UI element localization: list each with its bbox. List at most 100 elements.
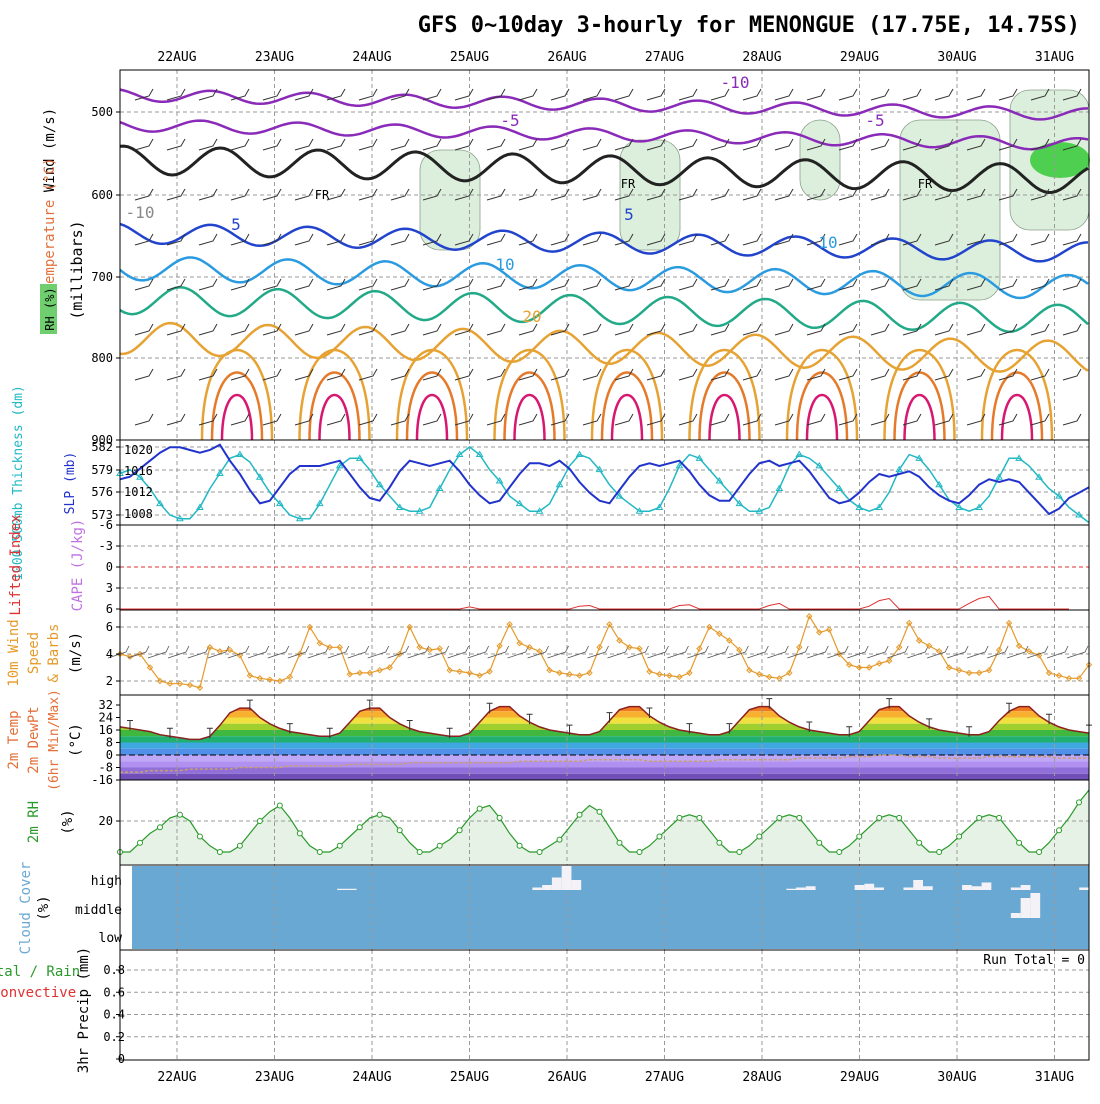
wind-barb — [198, 138, 218, 151]
ylabel-minmax: (6hr Min/Max) — [47, 689, 62, 791]
wind-speed-point — [975, 669, 983, 677]
wind-barb — [230, 413, 250, 426]
wind-barb-10m — [307, 645, 330, 659]
wind-barb — [390, 323, 410, 336]
temp-contour-30 — [600, 371, 654, 441]
rh-point — [256, 818, 263, 824]
rh-point — [376, 811, 383, 818]
wind-barb — [166, 278, 186, 291]
temp-contour-25 — [493, 348, 566, 441]
wind-barb-10m — [787, 645, 809, 659]
wind-barb — [742, 188, 762, 201]
wind-barb — [390, 233, 410, 246]
wind-barb — [262, 413, 282, 426]
wind-barb — [774, 188, 794, 201]
minmax-errorbar — [206, 727, 213, 739]
wind-speed-point — [456, 668, 463, 675]
wind-speed-point — [426, 646, 433, 654]
wind-barb-10m — [227, 645, 250, 659]
wind-barb — [870, 88, 890, 101]
axis-tick-label: 576 — [91, 485, 113, 499]
wind-barb — [742, 368, 762, 381]
wind-speed-point — [146, 664, 154, 671]
wind-barb — [1062, 368, 1082, 381]
wind-barb — [646, 188, 666, 201]
wind-speed-point — [186, 681, 194, 689]
wind-barb — [902, 188, 922, 201]
rh-point — [896, 814, 903, 821]
rh-legend-swatch — [40, 284, 57, 334]
wind-barb — [550, 188, 570, 201]
wind-barb — [838, 233, 858, 246]
wind-barb-10m — [467, 645, 489, 659]
cloud-high-bar — [346, 888, 357, 890]
wind-speed-point — [266, 676, 274, 683]
cloud-high-bar — [1010, 887, 1021, 890]
contour-label: -10 — [721, 73, 750, 92]
wind-barb-10m — [707, 645, 729, 659]
wind-barb — [422, 233, 442, 246]
wind-barb — [774, 278, 794, 291]
wind-barb-10m — [767, 645, 789, 659]
wind-barb — [902, 413, 922, 426]
temp-contour-25 — [785, 348, 859, 441]
wind-barb — [230, 368, 250, 381]
rh-point — [1076, 799, 1083, 806]
temp-contour-25 — [395, 348, 469, 441]
axis-tick-label: 579 — [91, 463, 113, 477]
wind-barb — [326, 138, 346, 151]
wind-barb — [838, 278, 858, 291]
wind-speed-point — [676, 673, 683, 681]
cloud-high-bar — [962, 885, 972, 890]
wind-barb — [134, 233, 154, 246]
wind-barb — [806, 368, 826, 381]
wind-speed-point — [626, 644, 633, 651]
ylabel-2m-dewpt: 2m DewPt — [26, 706, 42, 773]
cloud-high-bar — [854, 885, 865, 890]
wind-barb-10m — [147, 645, 170, 659]
wind-speed-point — [176, 680, 184, 687]
wind-barb — [710, 138, 730, 151]
wind-barb — [998, 368, 1018, 381]
wind-barb — [582, 278, 602, 291]
wind-barb — [454, 138, 474, 151]
wind-barb — [230, 233, 250, 246]
rh-point — [456, 827, 463, 834]
wind-speed-point — [985, 666, 993, 674]
temp-contour-30 — [990, 371, 1044, 441]
thickness-point — [555, 480, 564, 488]
wind-speed-point — [126, 653, 134, 660]
rh-point — [296, 830, 303, 837]
slp-line — [119, 443, 1090, 516]
temp-contour-25 — [298, 348, 371, 441]
wind-barb — [998, 413, 1018, 426]
wind-barb — [454, 188, 474, 201]
rh-point — [676, 814, 683, 821]
wind-speed-point — [406, 623, 413, 631]
wind-barb — [486, 188, 506, 201]
date-label-bottom: 30AUG — [937, 1070, 976, 1085]
wind-barb — [486, 413, 506, 426]
thickness-point — [615, 492, 624, 499]
wind-barb — [1062, 323, 1082, 336]
ylabel-10m-wind: 10m Wind — [6, 619, 22, 686]
wind-barb-10m — [267, 645, 290, 659]
temp-contour-5 — [119, 222, 1089, 263]
wind-speed-point — [306, 623, 314, 631]
temp-contour-25 — [980, 348, 1054, 441]
wind-speed-point — [726, 637, 733, 644]
wind-barb — [582, 323, 602, 336]
wind-barb — [806, 413, 826, 426]
wind-barb — [838, 188, 858, 201]
wind-barb-10m — [727, 645, 749, 659]
thickness-point — [795, 450, 804, 458]
axis-tick-label: 20 — [99, 814, 113, 828]
run-total: Run Total = 0 — [983, 953, 1085, 968]
wind-speed-point — [576, 672, 583, 679]
wind-barb — [230, 323, 250, 336]
wind-barb-10m — [547, 645, 569, 659]
rh-point — [1036, 849, 1043, 855]
wind-speed-point — [1045, 669, 1053, 677]
wind-barb — [870, 368, 890, 381]
wind-speed-point — [846, 661, 853, 669]
